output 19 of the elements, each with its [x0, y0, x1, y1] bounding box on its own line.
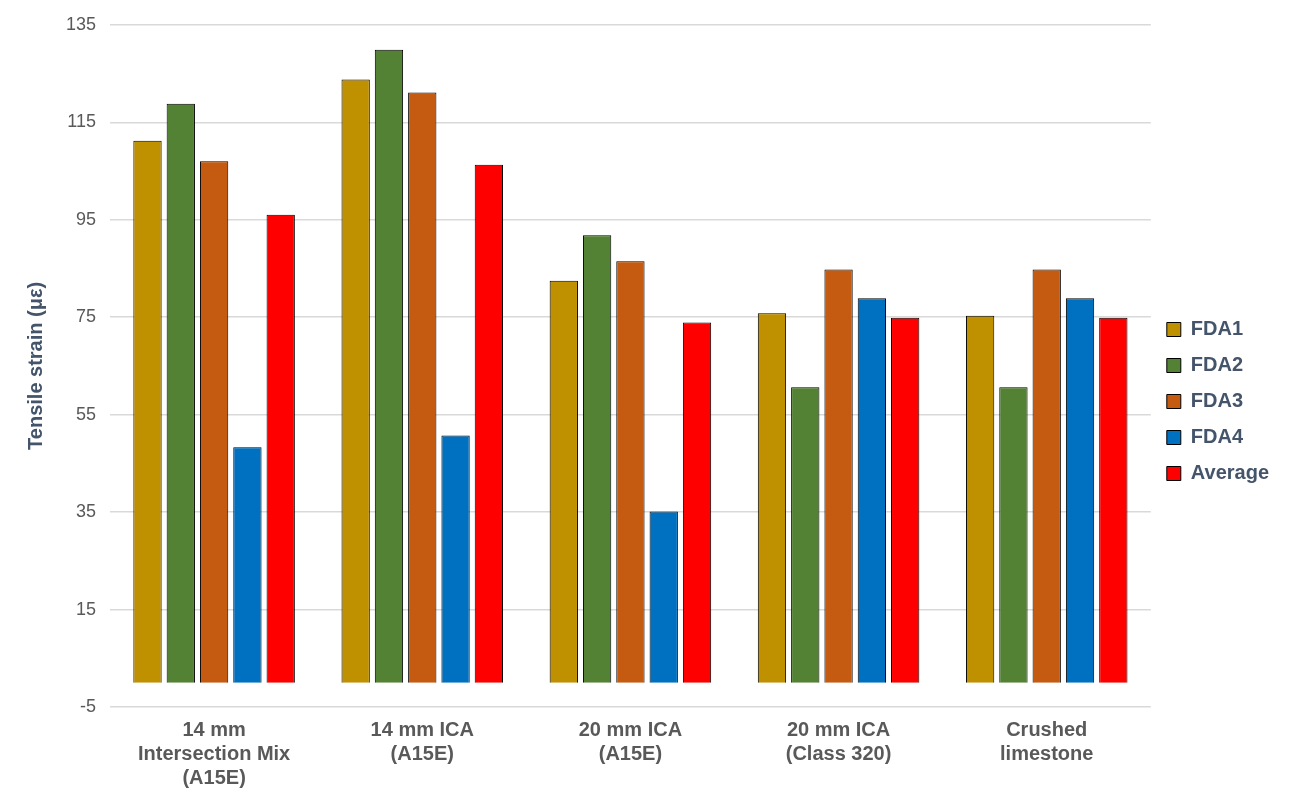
x-tick-label: 14 mm ICA (A15E)	[370, 717, 474, 764]
legend-label: Average	[1190, 461, 1270, 484]
x-tick-label: Crushed limestone	[1000, 717, 1094, 764]
legend-label: FDA3	[1190, 389, 1244, 412]
legend-label: FDA2	[1190, 353, 1244, 376]
y-tick-label: -5	[80, 695, 97, 716]
x-tick-label: 20 mm ICA (Class 320)	[785, 717, 892, 764]
y-tick-label: 15	[76, 598, 97, 619]
legend-label: FDA1	[1190, 317, 1244, 340]
y-tick-label: 115	[67, 111, 97, 132]
y-tick-label: 35	[76, 501, 97, 522]
y-tick-label: 135	[65, 13, 97, 34]
y-tick-label: 55	[76, 403, 97, 424]
x-tick-label: 20 mm ICA (A15E)	[578, 717, 683, 764]
y-tick-label: 75	[76, 306, 97, 327]
y-tick-label: 95	[76, 208, 97, 229]
x-tick-label: 14 mm Intersection Mix (A15E)	[137, 717, 291, 788]
y-axis-title: Tensile strain (με)	[23, 281, 46, 450]
legend-label: FDA4	[1190, 425, 1244, 448]
